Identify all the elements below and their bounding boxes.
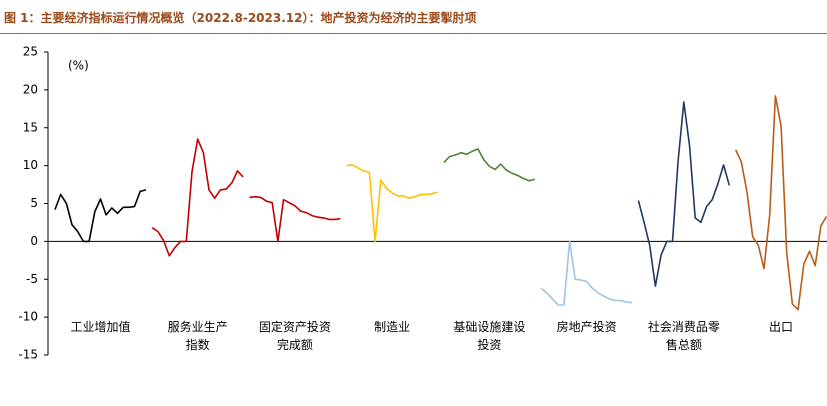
series-label: 出口 [769,320,794,334]
series-line [443,148,536,182]
series-label: 制造业 [374,320,411,334]
y-tick-label: -15 [18,348,38,362]
series-line [54,189,147,243]
series-label: 社会消费品零 售总额 [647,320,720,352]
series-line [540,240,633,306]
y-tick-label: -10 [18,310,38,324]
y-tick-label: 10 [23,158,38,172]
y-tick-label: 5 [30,196,38,210]
y-tick-label: 0 [30,234,38,248]
y-tick-label: 20 [23,82,38,96]
chart-title: 图 1：主要经济指标运行情况概览（2022.8-2023.12）：地产投资为经济… [4,11,477,25]
series-line [249,195,341,243]
series-line [734,95,827,311]
y-tick-label: 15 [23,120,38,134]
y-tick-label: -5 [26,272,38,286]
series-label: 固定资产投资 完成额 [258,320,331,352]
y-tick-label: 25 [23,45,38,59]
series-label: 工业增加值 [70,320,131,334]
series-line [346,164,438,243]
series-label: 服务业生产 指数 [167,320,228,352]
series-line [151,138,244,257]
y-unit-label: (%) [68,59,89,73]
series-line [637,101,731,287]
series-label: 房地产投资 [556,320,617,334]
series-label: 基础设施建设 投资 [453,320,526,352]
title-rule [0,33,827,34]
